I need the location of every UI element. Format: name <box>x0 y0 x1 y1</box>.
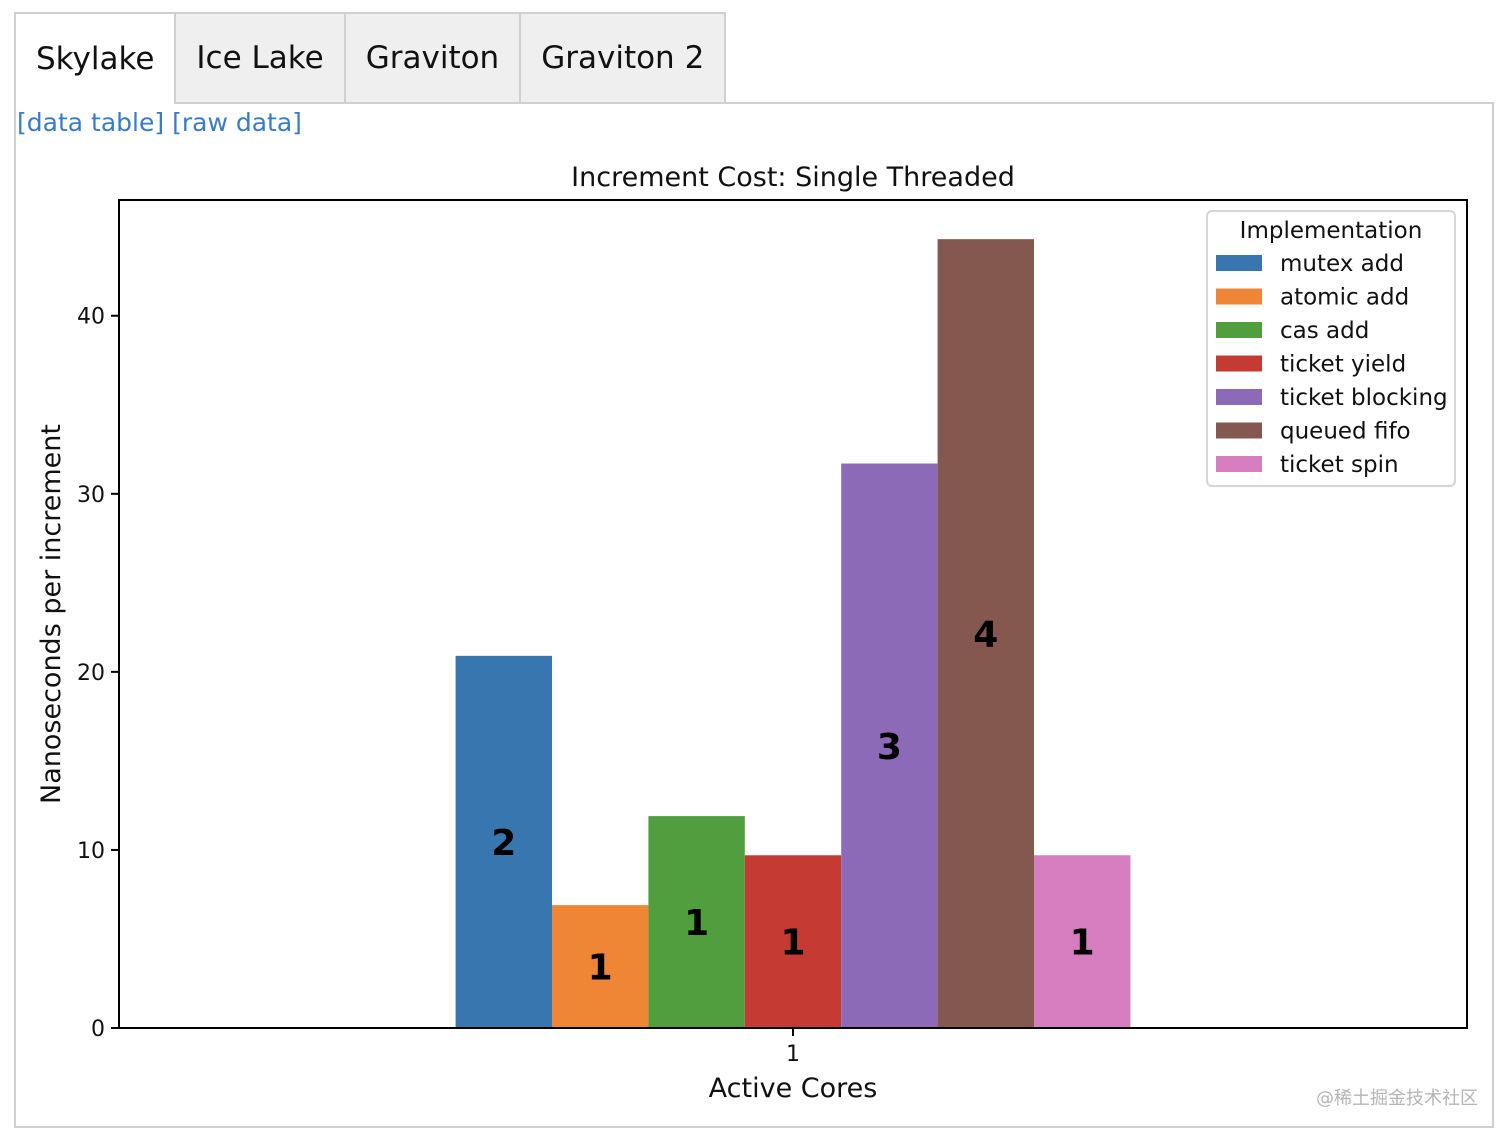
bar-queued-fifo <box>937 239 1034 1028</box>
legend-label-queued-fifo: queued fifo <box>1280 419 1411 445</box>
legend-label-ticket-yield: ticket yield <box>1280 352 1406 378</box>
y-tick-label: 10 <box>77 839 105 864</box>
tab-graviton-2[interactable]: Graviton 2 <box>519 12 727 102</box>
tab-ice-lake[interactable]: Ice Lake <box>174 12 346 102</box>
legend-box <box>1206 210 1456 487</box>
tab-skylake[interactable]: Skylake <box>14 12 177 104</box>
legend-label-ticket-spin: ticket spin <box>1280 452 1399 478</box>
bar-ticket-blocking <box>841 463 938 1028</box>
y-axis-label: Nanoseconds per increment <box>36 424 67 804</box>
legend-title: Implementation <box>1240 218 1423 244</box>
bar-label-queued-fifo: 4 <box>973 615 998 656</box>
bar-cas-add <box>648 816 745 1028</box>
legend-label-mutex-add: mutex add <box>1280 251 1404 277</box>
tab-bar: Skylake Ice Lake Graviton Graviton 2 <box>14 12 727 104</box>
bars-group: 2 1 1 1 3 4 1 <box>455 239 1131 1028</box>
legend-label-atomic-add: atomic add <box>1280 285 1409 311</box>
legend-swatch-ticket-spin <box>1216 456 1262 472</box>
bar-label-ticket-yield: 1 <box>780 923 805 964</box>
legend-swatch-cas-add <box>1216 322 1262 338</box>
legend-swatch-ticket-yield <box>1216 355 1262 372</box>
legend-swatch-ticket-blocking <box>1216 389 1262 405</box>
y-tick-label: 40 <box>77 305 105 330</box>
legend-label-cas-add: cas add <box>1280 318 1369 344</box>
raw-data-link[interactable]: [raw data] <box>172 108 302 137</box>
bar-label-cas-add: 1 <box>684 903 709 944</box>
legend-swatch-mutex-add <box>1216 255 1262 271</box>
y-axis: 0 10 20 30 40 <box>77 305 119 1042</box>
legend-swatch-queued-fifo <box>1216 422 1262 439</box>
x-tick-label: 1 <box>786 1042 800 1067</box>
bar-label-mutex-add: 2 <box>491 823 516 864</box>
x-axis: 1 <box>786 1028 800 1067</box>
bar-atomic-add <box>552 905 649 1028</box>
bar-ticket-yield <box>744 855 842 1028</box>
watermark: @稀土掘金技术社区 <box>1316 1088 1478 1109</box>
legend-swatch-atomic-add <box>1216 288 1262 305</box>
data-links: [data table] [raw data] <box>17 108 310 137</box>
bar-ticket-spin <box>1034 855 1131 1028</box>
legend: Implementation mutex add atomic add cas ad… <box>1206 210 1456 487</box>
chart-title: Increment Cost: Single Threaded <box>571 162 1015 193</box>
bar-label-ticket-blocking: 3 <box>877 727 902 768</box>
legend-label-ticket-blocking: ticket blocking <box>1280 385 1448 411</box>
bar-label-ticket-spin: 1 <box>1070 923 1095 964</box>
y-tick-label: 30 <box>77 483 105 508</box>
data-table-link[interactable]: [data table] <box>17 108 165 137</box>
x-axis-label: Active Cores <box>709 1073 878 1104</box>
y-tick-label: 20 <box>77 661 105 686</box>
plot-frame <box>118 199 1468 1029</box>
bar-label-atomic-add: 1 <box>588 948 613 989</box>
bar-mutex-add <box>455 655 552 1028</box>
y-tick-label: 0 <box>91 1017 105 1042</box>
